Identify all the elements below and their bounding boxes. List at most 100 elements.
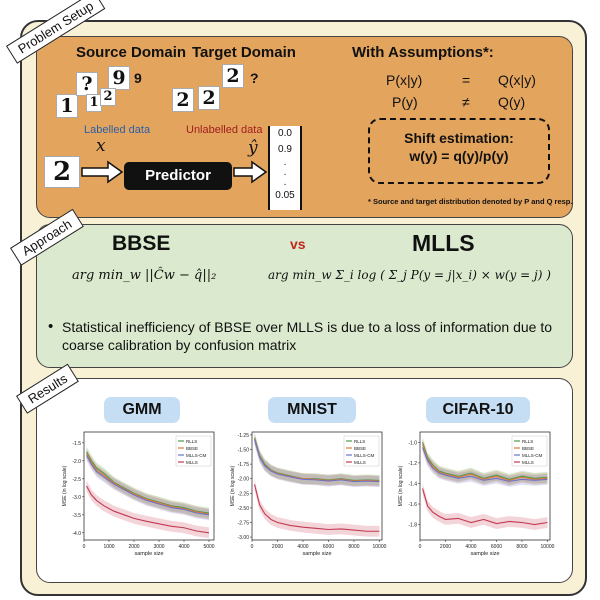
predictor-box: Predictor [124,162,232,190]
x-tick-label: 4000 [297,544,308,550]
x-tick-label: 0 [83,544,86,550]
target-extra-symbol: ? [250,70,259,86]
source-domain-title: Source Domain [76,44,187,61]
y-tick-label: -2.75 [238,520,250,526]
assumption-lhs: P(y) [392,94,418,110]
x-axis-label: sample size [470,551,499,557]
target-digit-image: 2 [172,88,194,112]
approach-panel [36,224,573,368]
assumption-rhs: Q(y) [498,94,526,110]
series-line-mlls-cm [86,455,210,516]
series-band [422,438,548,486]
x-tick-label: 6000 [491,544,502,550]
series-line-mlls [86,485,210,534]
labelled-data-label: Labelled data [84,124,151,136]
x-tick-label: 2000 [440,544,451,550]
series-band [254,434,380,488]
vector-entry: 0.05 [275,190,295,201]
assumption-op: = [462,72,471,88]
series-band [422,436,548,485]
series-line-rlls [422,442,548,480]
chart-title: MNIST [268,397,356,423]
y-tick-label: -2.0 [72,459,81,465]
y-hat-symbol: ŷ [248,138,258,158]
series-line-mlls [422,488,548,526]
bbse-formula: arg min_w ||Ĉw − q̂||₂ [72,268,217,283]
cifar10-chart: -1.0 -1.2 -1.4 -1.6 -1.8 0 2000 4000 6000 8000 100… [398,431,555,557]
x-tick-label: 0 [251,544,254,550]
legend-label: MLLS-CM [522,453,543,458]
x-tick-label: 10000 [372,544,386,550]
vs-label: vs [290,236,306,252]
y-axis-label: MSE (in log scale) [230,465,236,506]
shift-estimation-formula: w(y) = q(y)/p(y) [409,148,509,164]
y-tick-label: -1.0 [408,440,417,446]
chart-title: CIFAR-10 [426,397,530,423]
vector-entry: 0.9 [278,144,292,155]
vector-entry: . [283,177,287,188]
series-line-rlls [86,451,210,514]
x-tick-label: 4000 [465,544,476,550]
legend-label: RLLS [354,439,365,444]
legend-label: MLLS-CM [186,453,207,458]
y-tick-label: -3.00 [238,535,250,541]
series-line-bbse [86,453,210,515]
y-tick-label: -1.25 [238,433,250,439]
y-axis-label: MSE (in log scale) [62,465,68,506]
legend-label: MLLS [354,460,366,465]
x-tick-label: 3000 [153,544,164,550]
assumption-lhs: P(x|y) [386,72,423,88]
legend-label: MLLS [186,460,198,465]
vector-entry: 0.0 [278,128,292,139]
series-band [254,432,380,486]
y-tick-label: -1.2 [408,461,417,467]
y-tick-label: -2.25 [238,491,250,497]
gmm-chart: -1.5 -2.0 -2.5 -3.0 -3.5 -4.0 0 1000 2000 3000 400… [62,431,215,557]
series-line-bbse [422,444,548,481]
series-band [254,479,380,537]
source-digit-image: 2 [100,88,116,106]
x-axis-label: sample size [134,551,163,557]
x-axis-label: sample size [302,551,331,557]
series-band [254,433,380,487]
legend-label: MLLS-CM [354,453,375,458]
y-tick-label: -1.50 [238,448,250,454]
y-tick-label: -4.0 [72,531,81,537]
assumption-op: ≠ [462,94,470,110]
y-tick-label: -1.75 [238,462,250,468]
input-digit-image: 2 [44,156,80,188]
series-line-mlls-cm [422,447,548,482]
prediction-vector: 0.0 0.9 . . . 0.05 [268,126,302,210]
y-tick-label: -3.0 [72,495,81,501]
assumption-footnote: * Source and target distribution denoted… [368,197,573,206]
mlls-heading: MLLS [412,230,475,256]
y-tick-label: -3.5 [72,513,81,519]
y-tick-label: -2.50 [238,506,250,512]
x-tick-label: 6000 [323,544,334,550]
y-tick-label: -1.8 [408,523,417,529]
y-tick-label: -2.00 [238,477,250,483]
source-digit-image: ? [76,72,98,96]
shift-estimation-title: Shift estimation: [404,130,514,146]
vector-entry: . [283,167,287,178]
legend-label: BBSE [186,446,198,451]
mnist-chart: -1.25 -1.50 -1.75 -2.00 -2.25 -2.50 -2.75 -3.00… [230,431,387,557]
x-tick-label: 2000 [128,544,139,550]
series-line-mlls-cm [254,439,380,483]
series-line-mlls [254,484,380,532]
y-tick-label: -1.5 [72,441,81,447]
target-domain-title: Target Domain [192,44,296,61]
x-tick-label: 5000 [203,544,214,550]
chart-title: GMM [104,397,180,423]
bbse-heading: BBSE [112,232,171,255]
y-tick-label: -1.6 [408,502,417,508]
series-band [86,480,209,539]
x-tick-label: 0 [419,544,422,550]
assumption-rhs: Q(x|y) [498,72,536,88]
x-tick-label: 2000 [272,544,283,550]
legend-label: RLLS [186,439,197,444]
x-tick-label: 4000 [178,544,189,550]
source-digit-image: 9 [108,66,130,90]
source-extra-digit: 9 [134,70,142,86]
mlls-formula: arg min_w Σ_i log ( Σ_j P(y = j|x_i) × w… [268,268,551,282]
